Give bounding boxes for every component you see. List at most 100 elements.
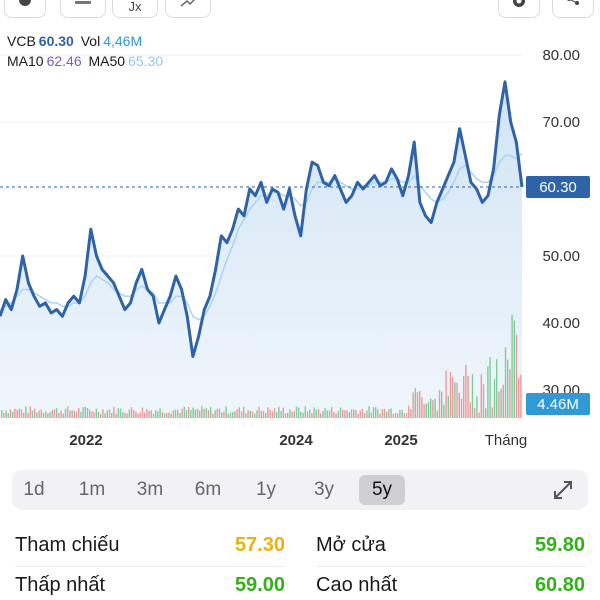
volume-bar [421, 397, 423, 418]
volume-bar [377, 409, 379, 418]
volume-bar [89, 409, 91, 418]
volume-bar [102, 409, 104, 418]
period-1d[interactable]: 1d [23, 479, 45, 500]
volume-bar [159, 408, 161, 418]
volume-bar [84, 406, 86, 418]
ma50-value: 65.30 [128, 53, 164, 69]
volume-bar [339, 407, 342, 418]
volume-bar [170, 413, 172, 418]
volume-bar [469, 402, 471, 418]
volume-bar [386, 411, 388, 418]
volume-bar [86, 408, 89, 418]
x-tick-label: 2024 [279, 432, 313, 449]
period-selector: 1d 1m 3m 6m 1y 3y 5y [12, 470, 588, 510]
period-3m[interactable]: 3m [136, 479, 164, 500]
volume-bar [137, 413, 139, 418]
chart-type-button[interactable] [60, 0, 106, 18]
volume-bar [38, 410, 40, 418]
period-6m[interactable]: 6m [194, 479, 222, 500]
volume-bar [67, 406, 69, 418]
volume-bar [401, 409, 403, 418]
volume-bar [287, 412, 289, 418]
volume-bar [449, 372, 452, 418]
volume-bar [515, 334, 518, 418]
volume-bar [311, 413, 313, 418]
volume-bar [157, 411, 159, 418]
volume-bar [212, 413, 214, 418]
low-price-value: 59.00 [234, 574, 285, 596]
draw-tool-button[interactable] [4, 0, 46, 18]
volume-bar [262, 410, 265, 418]
volume-bar [34, 408, 36, 418]
volume-bar [423, 404, 425, 418]
volume-bar [78, 408, 80, 418]
compare-button[interactable] [165, 0, 211, 18]
volume-bar [196, 408, 199, 418]
volume-bar [388, 409, 390, 418]
volume-bar [344, 410, 346, 418]
volume-bar [144, 412, 146, 418]
volume-bar [45, 411, 47, 418]
indicator-button[interactable]: Jx [112, 0, 158, 18]
volume-bar [214, 410, 216, 418]
volume-bar [207, 410, 210, 418]
volume-bar [295, 406, 298, 418]
high-price-value: 60.80 [534, 574, 585, 596]
volume-bar [405, 413, 408, 418]
share-icon [567, 0, 579, 5]
volume-bar [276, 412, 278, 418]
volume-bar [150, 410, 152, 418]
volume-bar [331, 406, 333, 418]
volume-bar [265, 413, 267, 418]
volume-bar [441, 391, 443, 418]
volume-bar [471, 374, 474, 418]
volume-bar [185, 410, 188, 418]
volume-bar [267, 407, 269, 418]
volume-bar [379, 413, 381, 418]
period-5y[interactable]: 5y [359, 475, 405, 505]
x-tick-label: Tháng [485, 432, 528, 449]
volume-bar [381, 409, 383, 418]
volume-bar [168, 412, 170, 418]
volume-bar [487, 366, 489, 418]
volume-bar [188, 406, 190, 418]
volume-bar [278, 406, 280, 418]
period-1y[interactable]: 1y [255, 479, 277, 500]
volume-bar [130, 407, 133, 418]
volume-bar [181, 408, 183, 418]
volume-bar [14, 408, 16, 418]
volume-bar [436, 410, 438, 418]
volume-bar [454, 382, 456, 418]
settings-button[interactable] [498, 0, 540, 18]
volume-bar [518, 377, 520, 418]
volume-bar [392, 413, 394, 418]
volume-bars [1, 314, 522, 418]
low-price-label: Thấp nhất [15, 574, 106, 596]
period-3y[interactable]: 3y [313, 479, 335, 500]
volume-bar [353, 409, 355, 418]
price-value: 60.30 [38, 33, 74, 49]
volume-bar [245, 413, 247, 418]
stats-divider [15, 566, 285, 567]
price-line [0, 80, 524, 358]
volume-bar [111, 413, 113, 418]
volume-bar [309, 409, 311, 418]
volume-bar [119, 408, 122, 418]
chart-toolbar: Jx [0, 0, 600, 22]
open-price-value: 59.80 [534, 534, 585, 556]
expand-icon[interactable] [550, 477, 576, 503]
volume-bar [324, 408, 326, 418]
volume-bar [247, 410, 249, 418]
period-1m[interactable]: 1m [78, 479, 106, 500]
volume-bar [80, 411, 82, 418]
brush-icon [19, 0, 31, 6]
ma10-label: MA10 [7, 53, 44, 69]
trend-icon [180, 0, 196, 7]
volume-bar [458, 392, 460, 418]
volume-bar [155, 410, 157, 418]
volume-bar [322, 411, 324, 418]
share-button[interactable] [552, 0, 594, 18]
volume-bar [383, 409, 386, 418]
volume-bar [306, 411, 309, 418]
